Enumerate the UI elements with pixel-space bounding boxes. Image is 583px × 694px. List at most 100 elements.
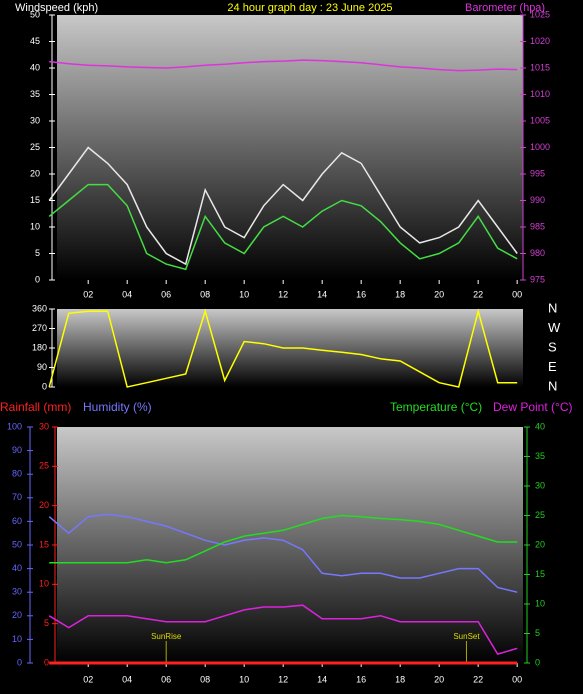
x-tick-label: 02 [83,674,93,684]
y-tick-label: 30 [535,480,545,490]
y-tick-label: 50 [12,539,22,549]
y-tick-label: 20 [12,610,22,620]
x-tick-label: 18 [395,289,405,299]
compass-label: S [548,339,557,354]
y-tick-label: 25 [39,461,49,471]
y-tick-label: 35 [30,89,40,99]
legend-label: Rainfall (mm) [0,400,71,414]
x-tick-label: 12 [278,674,288,684]
x-tick-label: 10 [239,289,249,299]
y-tick-label: 40 [30,62,40,72]
y-tick-label: 995 [530,168,545,178]
series-line [48,308,518,388]
y-tick-label: 30 [12,587,22,597]
y-tick-label: 25 [30,142,40,152]
x-tick-label: 00 [512,674,522,684]
y-tick-label: 0 [42,381,47,391]
y-tick-label: 15 [39,539,49,549]
y-tick-label: 40 [535,421,545,431]
y-tick-label: 10 [12,634,22,644]
x-tick-label: 20 [434,674,444,684]
compass-label: N [548,378,557,393]
y-tick-label: 1005 [530,115,550,125]
x-tick-label: 00 [512,289,522,299]
x-tick-label: 14 [317,674,327,684]
chart-label: Barometer (hpa) [465,2,545,14]
y-tick-label: 70 [12,492,22,502]
y-tick-label: 45 [30,36,40,46]
series-line [48,604,518,655]
y-tick-label: 0 [17,657,22,667]
series-line [48,146,518,266]
series-line [49,514,518,564]
y-tick-label: 1015 [530,62,550,72]
x-tick-label: 08 [200,289,210,299]
series-line [49,59,518,72]
x-tick-label: 12 [278,289,288,299]
x-tick-label: 10 [239,674,249,684]
y-tick-label: 90 [12,445,22,455]
legend-label: Temperature (°C) [390,400,482,414]
series-line [48,183,518,271]
x-tick-label: 20 [434,289,444,299]
y-tick-label: 30 [30,115,40,125]
annotation: SunSet [453,632,480,641]
x-tick-label: 18 [395,674,405,684]
y-tick-label: 1010 [530,89,550,99]
y-tick-label: 25 [535,510,545,520]
y-tick-label: 0 [535,657,540,667]
x-tick-label: 06 [161,289,171,299]
compass-label: N [548,300,557,315]
compass-label: E [548,359,557,374]
y-tick-label: 80 [12,469,22,479]
y-tick-label: 0 [35,274,40,284]
legend-label: Humidity (%) [83,400,152,414]
y-tick-label: 20 [535,539,545,549]
chart-label: Windspeed (kph) [15,2,98,14]
y-tick-label: 5 [535,628,540,638]
y-tick-label: 50 [30,9,40,19]
series-line [48,513,518,593]
y-tick-label: 10 [39,579,49,589]
y-tick-label: 20 [39,500,49,510]
x-tick-label: 22 [473,289,483,299]
y-tick-label: 30 [39,421,49,431]
y-tick-label: 20 [30,168,40,178]
legend-label: Dew Point (°C) [493,400,572,414]
x-tick-label: 16 [356,289,366,299]
y-tick-label: 0 [44,657,49,667]
x-tick-label: 06 [161,674,171,684]
x-tick-label: 22 [473,674,483,684]
y-tick-label: 990 [530,195,545,205]
x-tick-label: 02 [83,289,93,299]
y-tick-label: 1025 [530,9,550,19]
x-tick-label: 04 [122,674,132,684]
y-tick-label: 180 [32,342,47,352]
plot-area [57,15,523,280]
y-tick-label: 980 [530,248,545,258]
y-tick-label: 5 [44,618,49,628]
y-tick-label: 15 [30,195,40,205]
x-tick-label: 04 [122,289,132,299]
compass-label: W [548,320,561,335]
y-tick-label: 90 [37,362,47,372]
x-tick-label: 16 [356,674,366,684]
y-tick-label: 40 [12,563,22,573]
y-tick-label: 270 [32,323,47,333]
y-tick-label: 10 [30,221,40,231]
y-tick-label: 1020 [530,36,550,46]
y-tick-label: 100 [7,421,22,431]
y-tick-label: 360 [32,303,47,313]
y-tick-label: 10 [535,598,545,608]
y-tick-label: 975 [530,274,545,284]
y-tick-label: 1000 [530,142,550,152]
y-tick-label: 985 [530,221,545,231]
y-tick-label: 35 [535,451,545,461]
y-tick-label: 60 [12,516,22,526]
annotation: SunRise [151,632,182,641]
y-tick-label: 15 [535,569,545,579]
y-tick-label: 5 [35,248,40,258]
plot-area [57,427,523,663]
x-tick-label: 08 [200,674,210,684]
